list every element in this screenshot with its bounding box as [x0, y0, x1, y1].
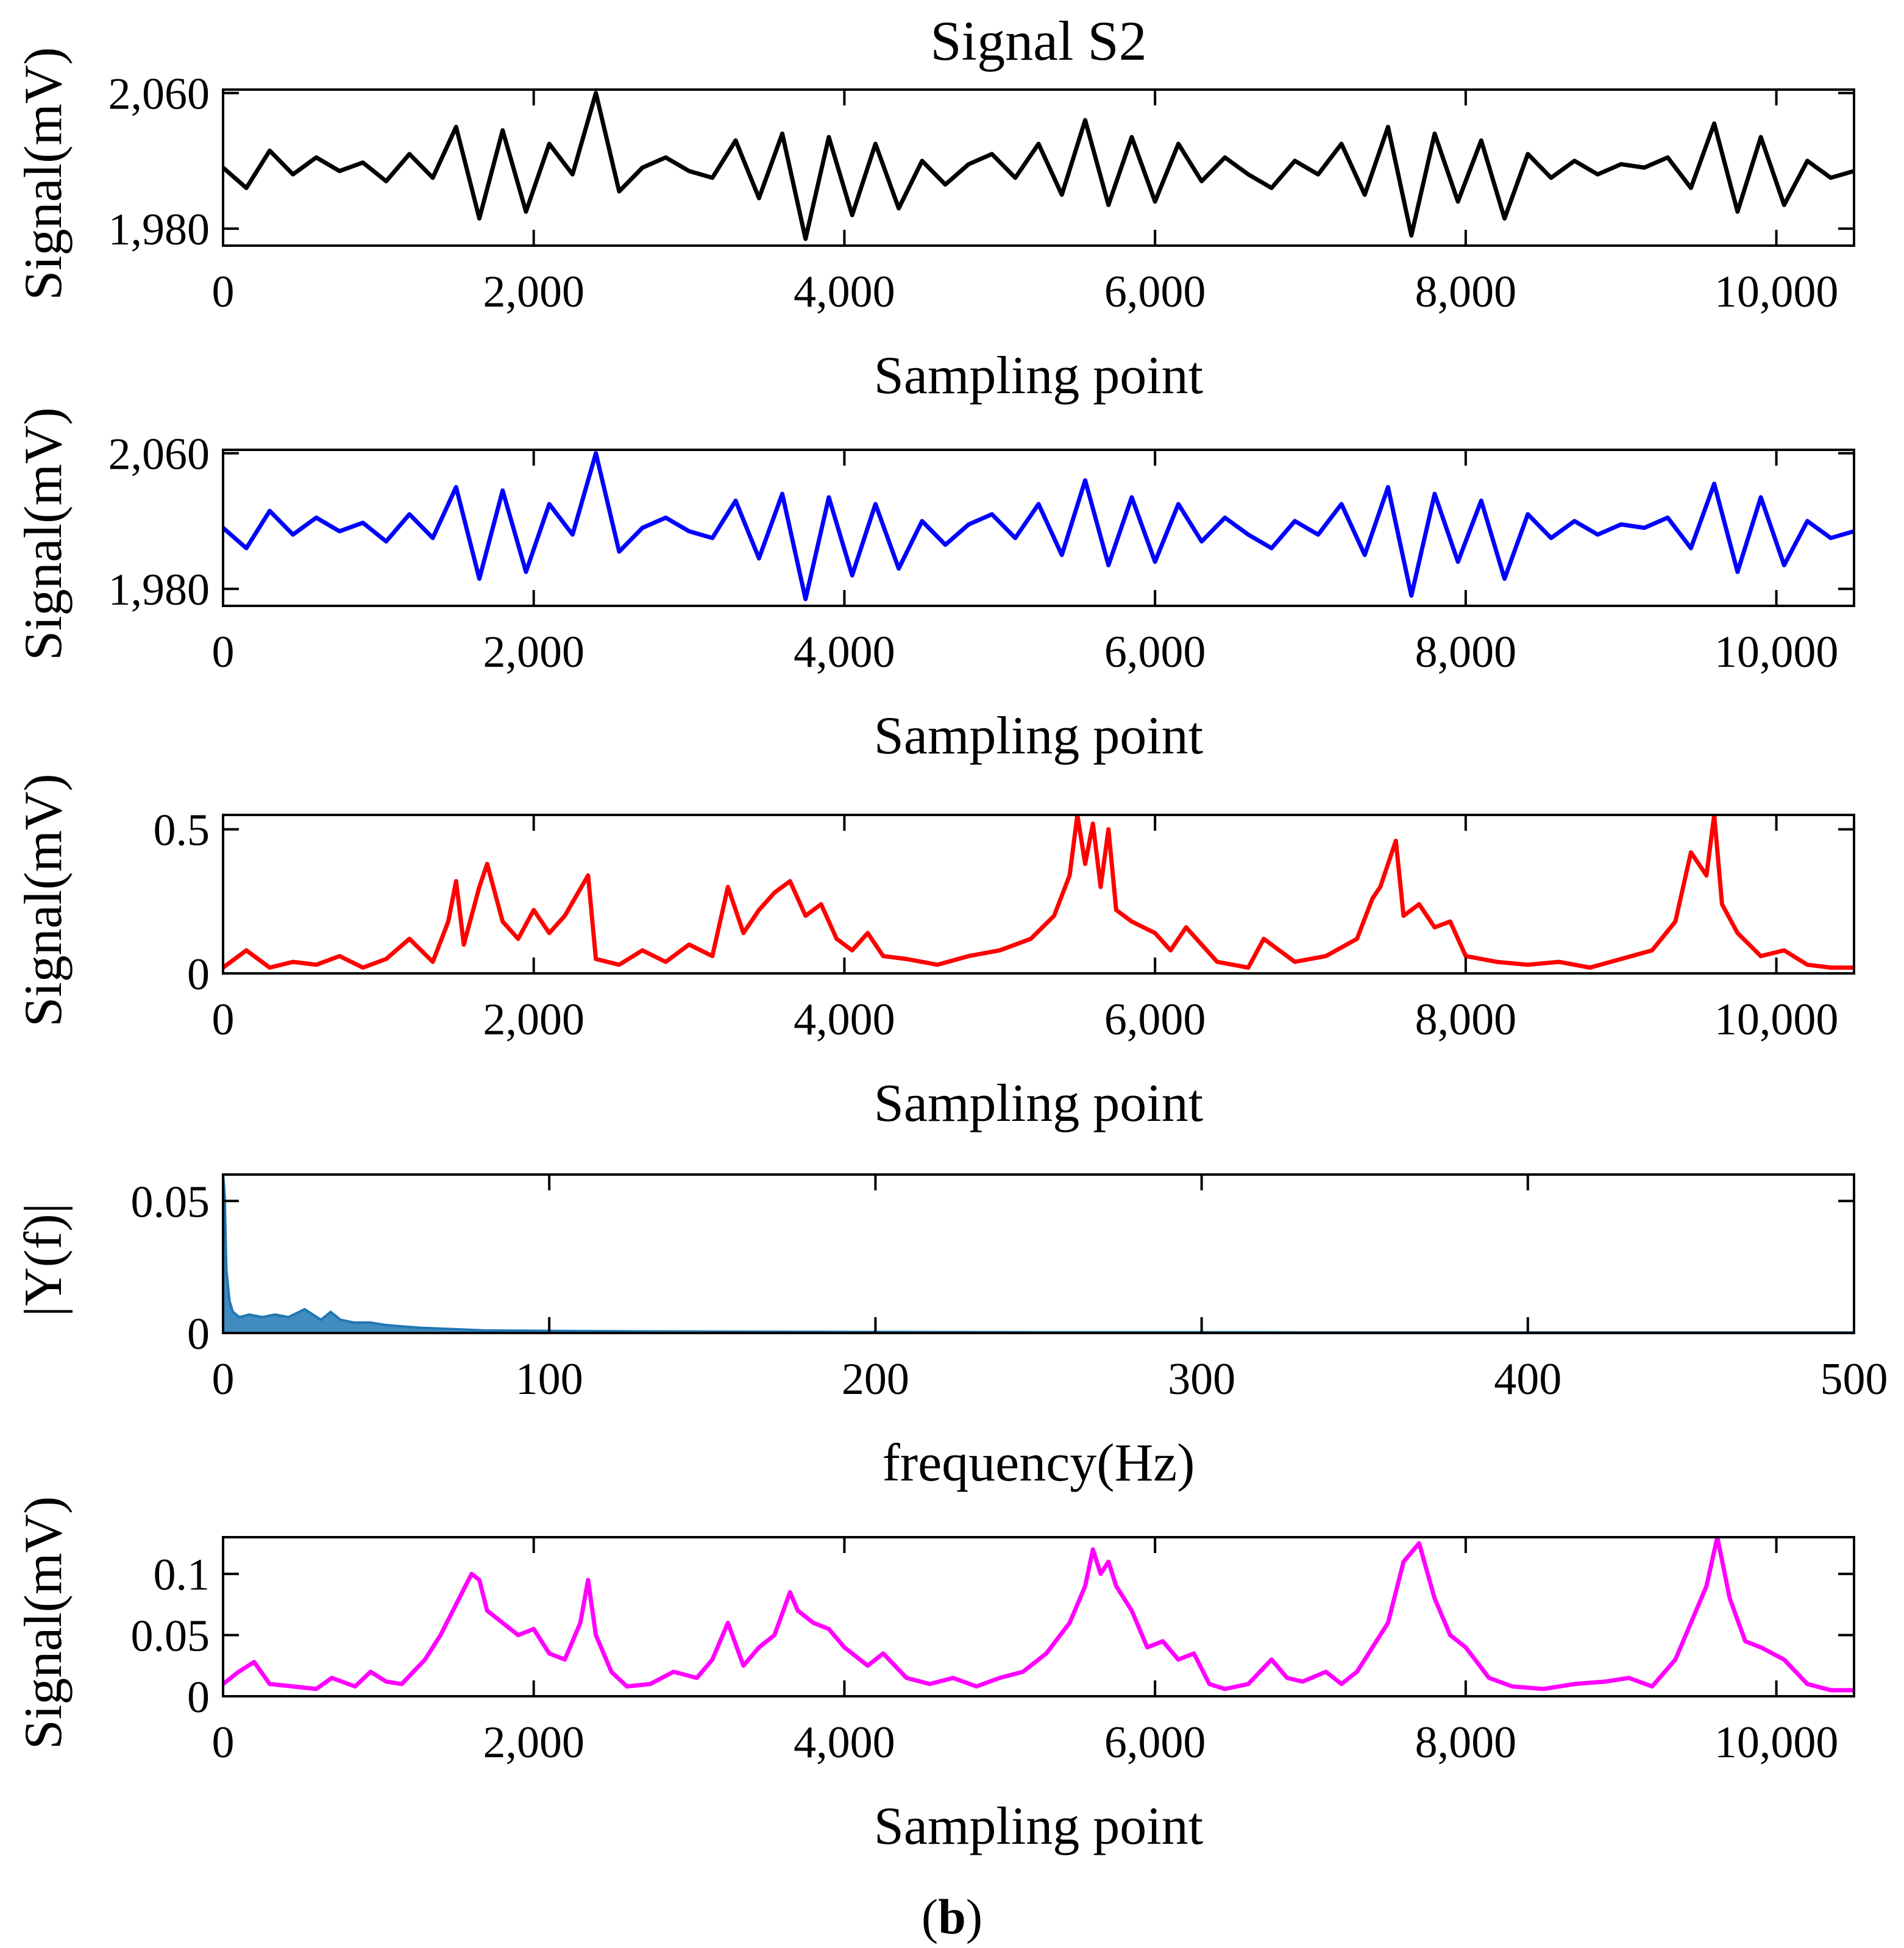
- chart-1-xtick-label-5: 10,000: [1714, 267, 1839, 317]
- chart-5: 0 2,000 4,000 6,000 8,000 10,000 0 0.05 0.1 Sampl…: [14, 1496, 1855, 1856]
- chart-1-xtick-label-0: 0: [212, 267, 235, 317]
- chart-2-xtick-label-3: 6,000: [1104, 627, 1206, 677]
- chart-3-xtick-label-0: 0: [212, 995, 235, 1045]
- chart-4-xtick-label-0: 0: [212, 1354, 235, 1404]
- chart-1: 0 2,000 4,000 6,000 8,000 10,000 1,980 2,060 Sam…: [14, 47, 1855, 405]
- caption-letter: b: [938, 1889, 966, 1944]
- chart-3-axes-box: [222, 814, 1855, 975]
- chart-3-ytick-label-1: 0.5: [154, 806, 210, 856]
- chart-1-xtick-label-1: 2,000: [483, 267, 584, 317]
- chart-1-ytick-label-0: 1,980: [108, 205, 210, 255]
- chart-2-xtick-label-0: 0: [212, 627, 235, 677]
- chart-5-xtick-label-4: 8,000: [1415, 1718, 1517, 1768]
- chart-1-series-line: [223, 91, 1854, 241]
- chart-3-xtick-label-3: 6,000: [1104, 995, 1206, 1045]
- chart-3-xtick-label-1: 2,000: [483, 995, 584, 1045]
- chart-2-xtick-label-2: 4,000: [794, 627, 895, 677]
- chart-5-ytick-label-1: 0.05: [131, 1612, 210, 1662]
- chart-1-ytick-label-1: 2,060: [108, 69, 210, 119]
- chart-5-xtick-label-2: 4,000: [794, 1718, 895, 1768]
- chart-4-xtick-label-5: 500: [1821, 1354, 1888, 1404]
- chart-5-axes-box: [222, 1536, 1855, 1697]
- chart-2-axes-box: [222, 449, 1855, 607]
- chart-2-xtick-label-4: 8,000: [1415, 627, 1517, 677]
- chart-5-series-line: [223, 1537, 1854, 1693]
- chart-4-xtick-label-4: 400: [1494, 1354, 1561, 1404]
- chart-5-xtick-label-3: 6,000: [1104, 1718, 1206, 1768]
- chart-2-xtick-label-1: 2,000: [483, 627, 584, 677]
- chart-1-axes-box: [222, 88, 1855, 247]
- chart-3-xtick-label-4: 8,000: [1415, 995, 1517, 1045]
- chart-5-xtick-label-5: 10,000: [1714, 1718, 1839, 1768]
- chart-1-xtick-label-2: 4,000: [794, 267, 895, 317]
- chart-5-xlabel: Sampling point: [874, 1797, 1203, 1856]
- chart-1-xtick-label-3: 6,000: [1104, 267, 1206, 317]
- chart-4-ytick-label-0: 0: [187, 1309, 210, 1359]
- chart-3-xtick-label-5: 10,000: [1714, 995, 1839, 1045]
- chart-2-ytick-label-0: 1,980: [108, 565, 210, 615]
- chart-4-ylabel: |Y(f)|: [14, 1203, 73, 1317]
- chart-4-ytick-label-1: 0.05: [131, 1177, 210, 1227]
- caption-close: ): [966, 1889, 982, 1944]
- chart-3-series-line: [223, 815, 1854, 970]
- chart-3-ytick-label-0: 0: [187, 950, 210, 1000]
- chart-4: 0 100 200 300 400 500 0 0.05 frequency(Hz) |Y(f)|: [14, 1173, 1888, 1493]
- caption-open: (: [922, 1889, 938, 1944]
- chart-3-xtick-label-2: 4,000: [794, 995, 895, 1045]
- figure-title: Signal S2: [930, 10, 1146, 72]
- chart-5-ytick-label-2: 0.1: [154, 1550, 210, 1600]
- chart-4-axes-box: [222, 1173, 1855, 1334]
- chart-3-ylabel: Signal(mV): [14, 773, 73, 1027]
- chart-4-xtick-label-3: 300: [1168, 1354, 1235, 1404]
- chart-3-xlabel: Sampling point: [874, 1074, 1203, 1133]
- chart-2-xlabel: Sampling point: [874, 706, 1203, 766]
- chart-3: 0 2,000 4,000 6,000 8,000 10,000 0 0.5 Sampling …: [14, 773, 1855, 1133]
- chart-2-series-line: [223, 451, 1854, 602]
- chart-5-ylabel: Signal(mV): [14, 1496, 73, 1750]
- chart-5-ytick-label-0: 0: [187, 1673, 210, 1722]
- chart-1-xtick-label-4: 8,000: [1415, 267, 1517, 317]
- chart-5-xtick-label-1: 2,000: [483, 1718, 584, 1768]
- chart-4-xtick-label-1: 100: [516, 1354, 583, 1404]
- chart-2-xtick-label-5: 10,000: [1714, 627, 1839, 677]
- chart-1-ylabel: Signal(mV): [14, 47, 73, 300]
- figure-caption: (b): [922, 1889, 982, 1944]
- chart-4-xlabel: frequency(Hz): [882, 1434, 1195, 1493]
- chart-2: 0 2,000 4,000 6,000 8,000 10,000 1,980 2,060 Sam…: [14, 407, 1855, 766]
- chart-5-xtick-label-0: 0: [212, 1718, 235, 1768]
- panels: 0 2,000 4,000 6,000 8,000 10,000 1,980 2,060 Sam…: [14, 47, 1888, 1856]
- chart-2-ytick-label-1: 2,060: [108, 430, 210, 480]
- chart-2-ylabel: Signal(mV): [14, 407, 73, 661]
- chart-1-xlabel: Sampling point: [874, 346, 1203, 405]
- chart-4-xtick-label-2: 200: [842, 1354, 909, 1404]
